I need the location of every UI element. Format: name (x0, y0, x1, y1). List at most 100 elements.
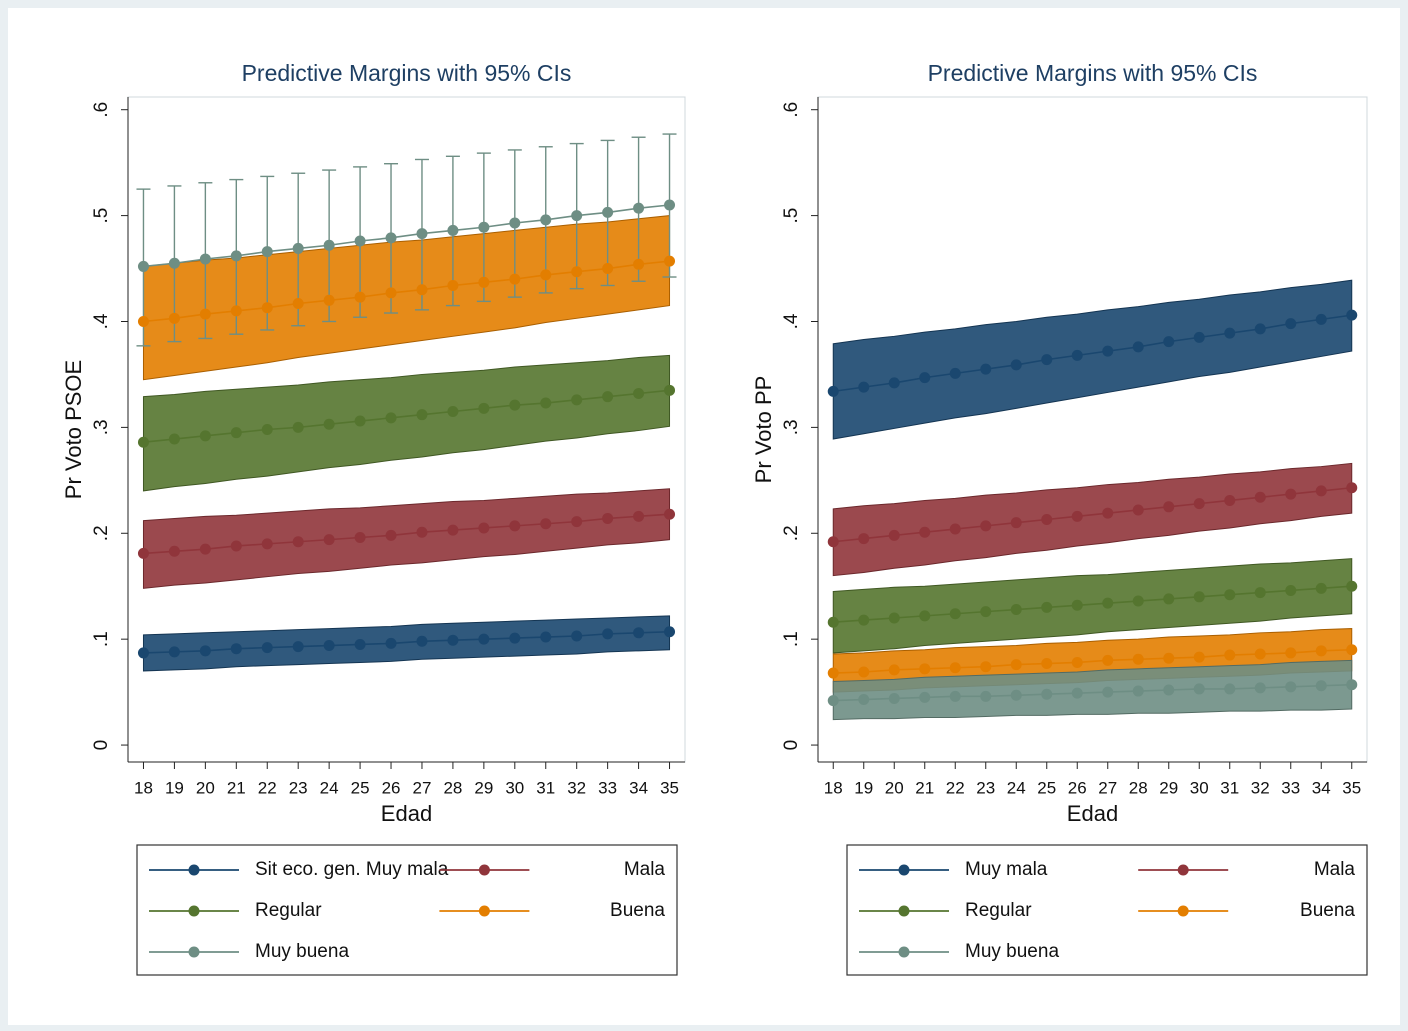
legend-label: Regular (255, 900, 322, 921)
data-point (1254, 491, 1266, 503)
data-point (633, 510, 645, 522)
data-point (664, 255, 676, 267)
legend-key-dot (478, 905, 490, 917)
x-tick-label: 21 (915, 778, 934, 797)
data-point (858, 381, 870, 393)
data-point (292, 536, 304, 548)
data-point (919, 372, 931, 384)
data-point (168, 312, 180, 324)
y-tick-label: .6 (781, 102, 802, 118)
data-point (230, 427, 242, 439)
data-point (664, 384, 676, 396)
legend-key-dot (188, 905, 200, 917)
data-point (1285, 488, 1297, 500)
y-tick-label: .3 (781, 419, 802, 435)
data-point (571, 266, 583, 278)
data-point (664, 199, 676, 211)
data-point (602, 628, 614, 640)
data-point (1132, 685, 1144, 697)
data-point (292, 421, 304, 433)
data-point (980, 606, 992, 618)
data-point (1041, 354, 1053, 366)
data-point (1071, 656, 1083, 668)
data-point (1193, 498, 1205, 510)
ci-band (142, 615, 671, 672)
data-point (416, 635, 428, 647)
ci-band (832, 558, 1353, 654)
data-point (602, 206, 614, 218)
data-point (664, 508, 676, 520)
x-tick-label: 26 (382, 778, 401, 797)
data-point (980, 520, 992, 532)
y-tick-label: .1 (91, 631, 112, 647)
x-tick-label: 21 (227, 778, 246, 797)
x-tick-label: 33 (598, 778, 617, 797)
x-tick-label: 18 (134, 778, 153, 797)
data-point (447, 224, 459, 236)
data-point (858, 666, 870, 678)
x-tick-label: 29 (1159, 778, 1178, 797)
data-point (1071, 510, 1083, 522)
legend-key-dot (898, 905, 910, 917)
data-point (919, 691, 931, 703)
data-point (447, 279, 459, 291)
legend-label: Muy buena (965, 941, 1059, 962)
data-point (416, 284, 428, 296)
data-point (447, 524, 459, 536)
data-point (980, 661, 992, 673)
x-tick-label: 30 (505, 778, 524, 797)
data-point (602, 512, 614, 524)
data-point (478, 522, 490, 534)
data-point (1193, 591, 1205, 603)
data-point (633, 202, 645, 214)
data-point (385, 287, 397, 299)
y-tick-label: .4 (781, 313, 802, 329)
data-point (1071, 687, 1083, 699)
ci-band (142, 354, 671, 492)
data-point (1285, 584, 1297, 596)
data-point (1071, 349, 1083, 361)
data-point (1132, 595, 1144, 607)
data-point (323, 294, 335, 306)
data-point (509, 399, 521, 411)
y-axis-label: Pr Voto PSOE (61, 360, 86, 499)
data-point (447, 634, 459, 646)
data-point (1224, 683, 1236, 695)
data-point (137, 315, 149, 327)
data-point (949, 608, 961, 620)
data-point (1254, 648, 1266, 660)
data-point (385, 637, 397, 649)
data-point (385, 232, 397, 244)
data-point (478, 221, 490, 233)
data-point (478, 633, 490, 645)
x-tick-label: 33 (1281, 778, 1300, 797)
legend-key-dot (188, 946, 200, 958)
data-point (199, 308, 211, 320)
data-point (1346, 580, 1358, 592)
data-point (602, 391, 614, 403)
data-point (1010, 604, 1022, 616)
x-tick-label: 32 (1251, 778, 1270, 797)
data-point (980, 363, 992, 375)
data-point (416, 228, 428, 240)
x-tick-label: 35 (1342, 778, 1361, 797)
data-point (888, 529, 900, 541)
ci-band (142, 488, 671, 589)
legend-label: Buena (1300, 900, 1355, 921)
data-point (168, 257, 180, 269)
data-point (827, 616, 839, 628)
data-point (1254, 587, 1266, 599)
x-tick-label: 34 (629, 778, 648, 797)
data-point (509, 520, 521, 532)
data-point (1010, 359, 1022, 371)
data-point (1041, 514, 1053, 526)
data-point (1346, 309, 1358, 321)
data-point (261, 246, 273, 258)
data-point (137, 547, 149, 559)
data-point (633, 258, 645, 270)
x-tick-label: 24 (320, 778, 339, 797)
data-point (1132, 504, 1144, 516)
data-point (919, 663, 931, 675)
y-tick-label: .4 (91, 313, 112, 329)
